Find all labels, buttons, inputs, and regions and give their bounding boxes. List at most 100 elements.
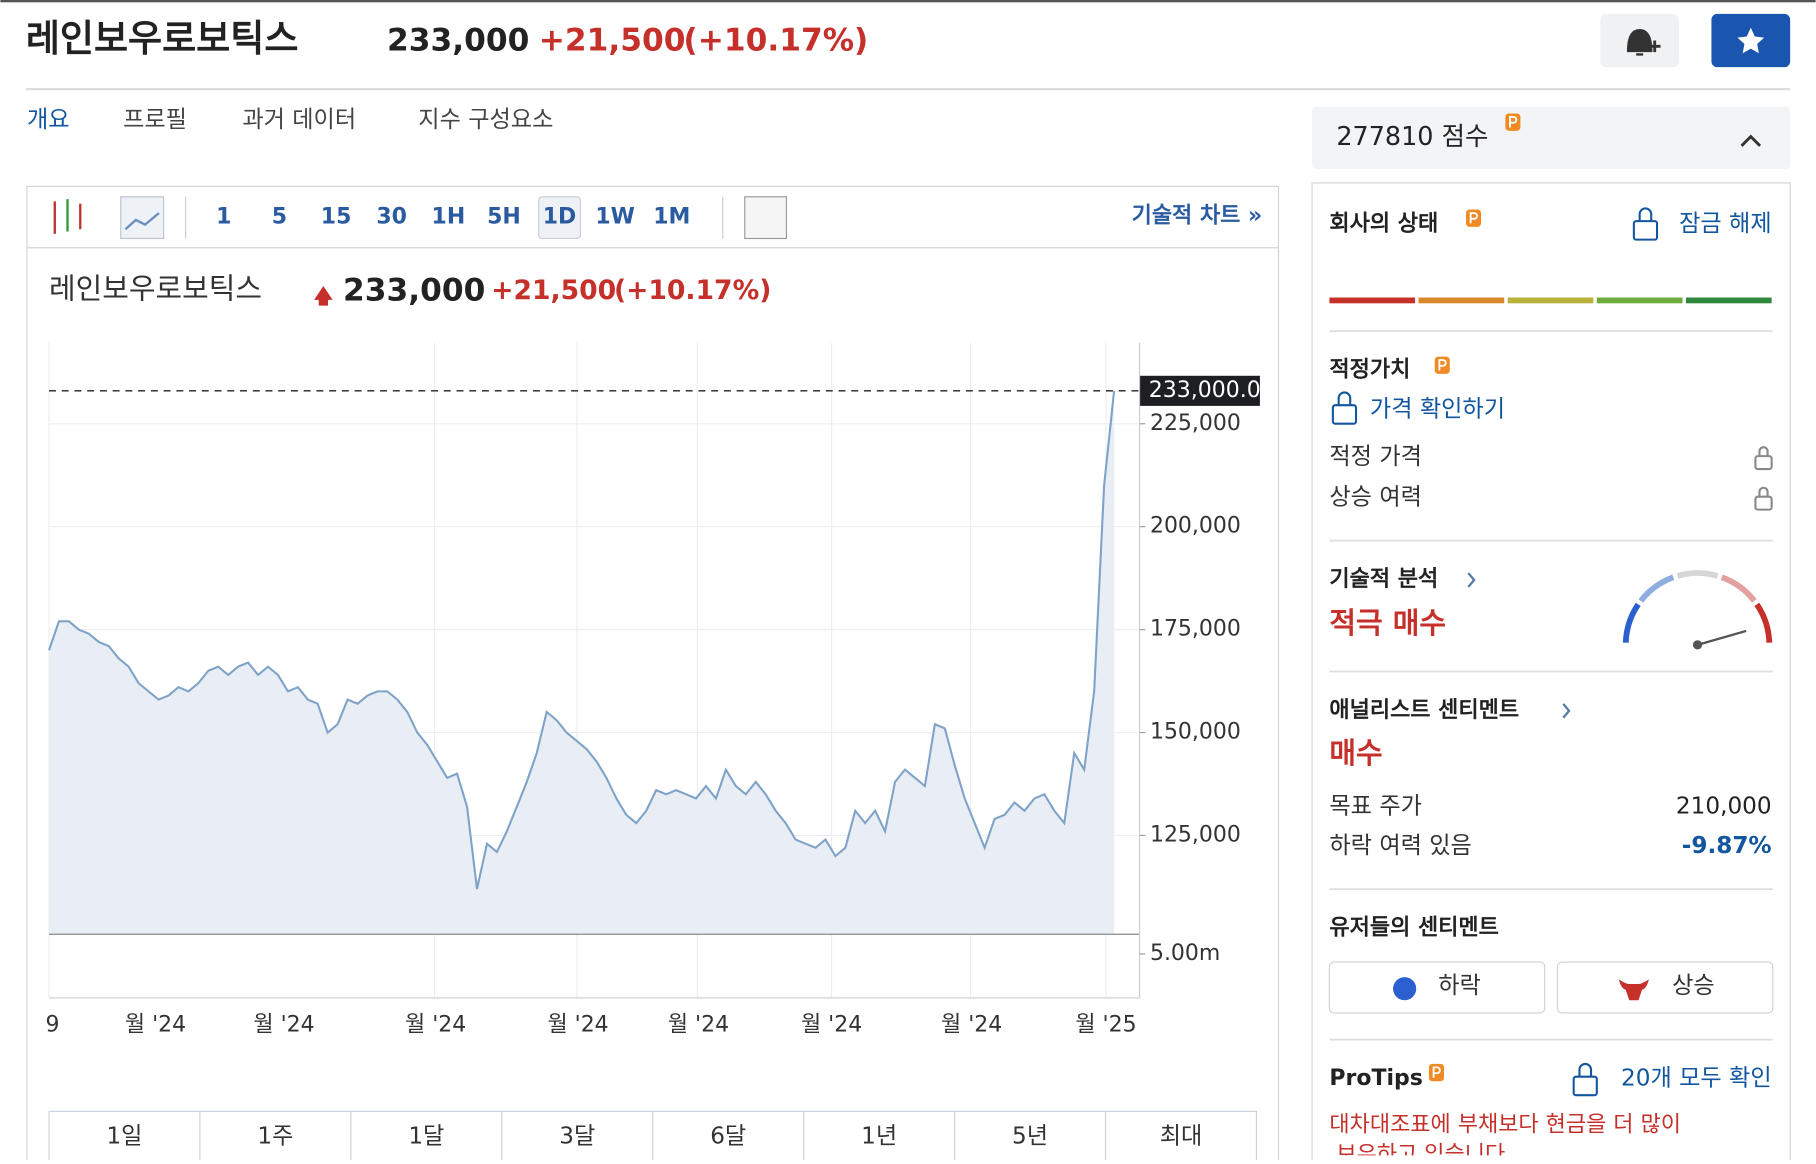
layout-icon[interactable] — [744, 196, 788, 240]
interval-button[interactable]: 1D — [543, 205, 577, 230]
chart-name: 레인보우로보틱스 — [49, 272, 262, 306]
lock-icon — [1572, 1075, 1598, 1097]
score-title: 277810 점수 — [1336, 122, 1488, 152]
area-icon-line — [124, 212, 160, 231]
check-price-link[interactable]: 가격 확인하기 — [1370, 396, 1505, 422]
nav-tab[interactable]: 과거 데이터 — [242, 107, 356, 133]
lock-shackle — [1638, 207, 1653, 222]
bell-icon — [1626, 28, 1653, 56]
see-all-link[interactable]: 20개 모두 확인 — [1621, 1065, 1772, 1091]
gauge-segment — [1754, 602, 1773, 643]
nav-tab[interactable]: 프로필 — [123, 107, 187, 133]
x-tick-label: 9 — [45, 1013, 59, 1038]
interval-button[interactable]: 1 — [216, 205, 231, 230]
range-button[interactable]: 3달 — [559, 1123, 595, 1149]
chevron — [1467, 572, 1476, 588]
section-title[interactable]: 기술적 분석 — [1329, 567, 1438, 592]
range-button[interactable]: 최대 — [1160, 1123, 1203, 1149]
price-area — [48, 390, 1115, 935]
bear-icon — [1393, 977, 1417, 1001]
interval-button[interactable]: 5H — [487, 205, 521, 230]
candle-icon — [53, 199, 82, 234]
pro-badge-p — [1438, 359, 1447, 371]
analyst-value: 매수 — [1329, 736, 1382, 770]
lock-icon — [1754, 455, 1773, 471]
section-title[interactable]: 애널리스트 센티멘트 — [1329, 698, 1519, 723]
x-tick-label: 월 '24 — [125, 1013, 186, 1038]
interval-button[interactable]: 15 — [321, 205, 352, 230]
lock-icon — [1632, 220, 1659, 241]
target-value: 210,000 — [1676, 793, 1772, 819]
chart-price: 233,000 — [343, 273, 485, 309]
section-title: ProTips — [1329, 1066, 1422, 1091]
chart-change-pct: (+10.17%) — [614, 275, 771, 306]
bull-label: 상승 — [1672, 973, 1715, 999]
gauge-segment — [1622, 602, 1641, 643]
interval-button[interactable]: 30 — [376, 205, 407, 230]
plus-icon — [1648, 40, 1661, 53]
section-title: 회사의 상태 — [1329, 212, 1438, 237]
interval-button[interactable]: 1M — [653, 205, 690, 230]
downside-label: 하락 여력 있음 — [1329, 833, 1471, 859]
y-tick-label: 200,000 — [1150, 514, 1241, 539]
x-tick-label: 월 '24 — [668, 1013, 729, 1038]
lock-icon — [1754, 495, 1773, 511]
area-icon[interactable] — [120, 196, 165, 240]
protip-line: 보유하고 있습니다 — [1329, 1142, 1505, 1160]
volume-tick-label: 5.00m — [1150, 941, 1220, 966]
bear-label: 하락 — [1438, 973, 1481, 999]
gauge-hub — [1692, 640, 1703, 650]
protip: 대차대조표에 부채보다 현금을 더 많이 보유하고 있습니다 — [1329, 1112, 1681, 1160]
active-interval — [538, 196, 581, 240]
nav-tab[interactable]: 지수 구성요소 — [418, 107, 553, 133]
side-panel — [1311, 182, 1791, 1164]
interval-button[interactable]: 5 — [272, 205, 287, 230]
range-button[interactable]: 1달 — [408, 1123, 444, 1149]
bull-icon — [1618, 979, 1649, 1001]
unlock-link[interactable]: 잠금 해제 — [1679, 211, 1772, 237]
target-label: 목표 주가 — [1329, 793, 1422, 819]
gauge-segment — [1720, 574, 1757, 603]
section-title: 유저들의 센티멘트 — [1329, 915, 1498, 940]
gauge-needle — [1697, 629, 1747, 646]
bull-button[interactable] — [1556, 961, 1774, 1014]
price-line — [48, 390, 1116, 890]
health-bar — [1507, 297, 1594, 304]
lock-shackle — [1337, 391, 1352, 406]
health-bar — [1596, 297, 1683, 304]
lock-shackle — [1758, 446, 1769, 457]
technical-chart-link[interactable]: 기술적 차트 » — [1132, 203, 1263, 228]
gauge-segment — [1676, 570, 1719, 579]
x-tick-label: 월 '25 — [1075, 1013, 1136, 1038]
range-button[interactable]: 6달 — [710, 1123, 746, 1149]
bear-button[interactable] — [1328, 961, 1546, 1014]
interval-button[interactable]: 1H — [432, 205, 466, 230]
downside-value: -9.87% — [1682, 833, 1772, 859]
stock-change: +21,500 — [539, 23, 686, 59]
x-tick-label: 월 '24 — [253, 1013, 314, 1038]
x-tick-label: 월 '24 — [547, 1013, 608, 1038]
x-tick-label: 월 '24 — [941, 1013, 1002, 1038]
lock-shackle — [1758, 486, 1769, 497]
section-title: 적정가치 — [1329, 357, 1410, 382]
interval-button[interactable]: 1W — [595, 205, 635, 230]
nav-tab[interactable]: 개요 — [27, 107, 70, 133]
stock-change-pct: (+10.17%) — [683, 23, 868, 59]
stock-price: 233,000 — [387, 23, 529, 59]
x-tick-label: 월 '24 — [405, 1013, 466, 1038]
last-price-label: 233,000.00 — [1149, 378, 1275, 403]
score-box[interactable] — [1312, 106, 1791, 170]
range-button[interactable]: 1일 — [106, 1123, 142, 1149]
pro-badge-p — [1469, 212, 1478, 224]
top-edge — [0, 0, 1816, 3]
lock-icon — [1331, 404, 1358, 425]
y-tick-label: 175,000 — [1150, 617, 1241, 642]
range-button[interactable]: 1주 — [257, 1123, 293, 1149]
fair-value-row: 적정 가격 — [1329, 444, 1422, 470]
gauge-segment — [1638, 574, 1675, 603]
range-button[interactable]: 1년 — [861, 1123, 897, 1149]
protip-line: 대차대조표에 부채보다 현금을 더 많이 — [1329, 1112, 1681, 1137]
range-button[interactable]: 5년 — [1012, 1123, 1048, 1149]
lock-shackle — [1578, 1062, 1593, 1077]
